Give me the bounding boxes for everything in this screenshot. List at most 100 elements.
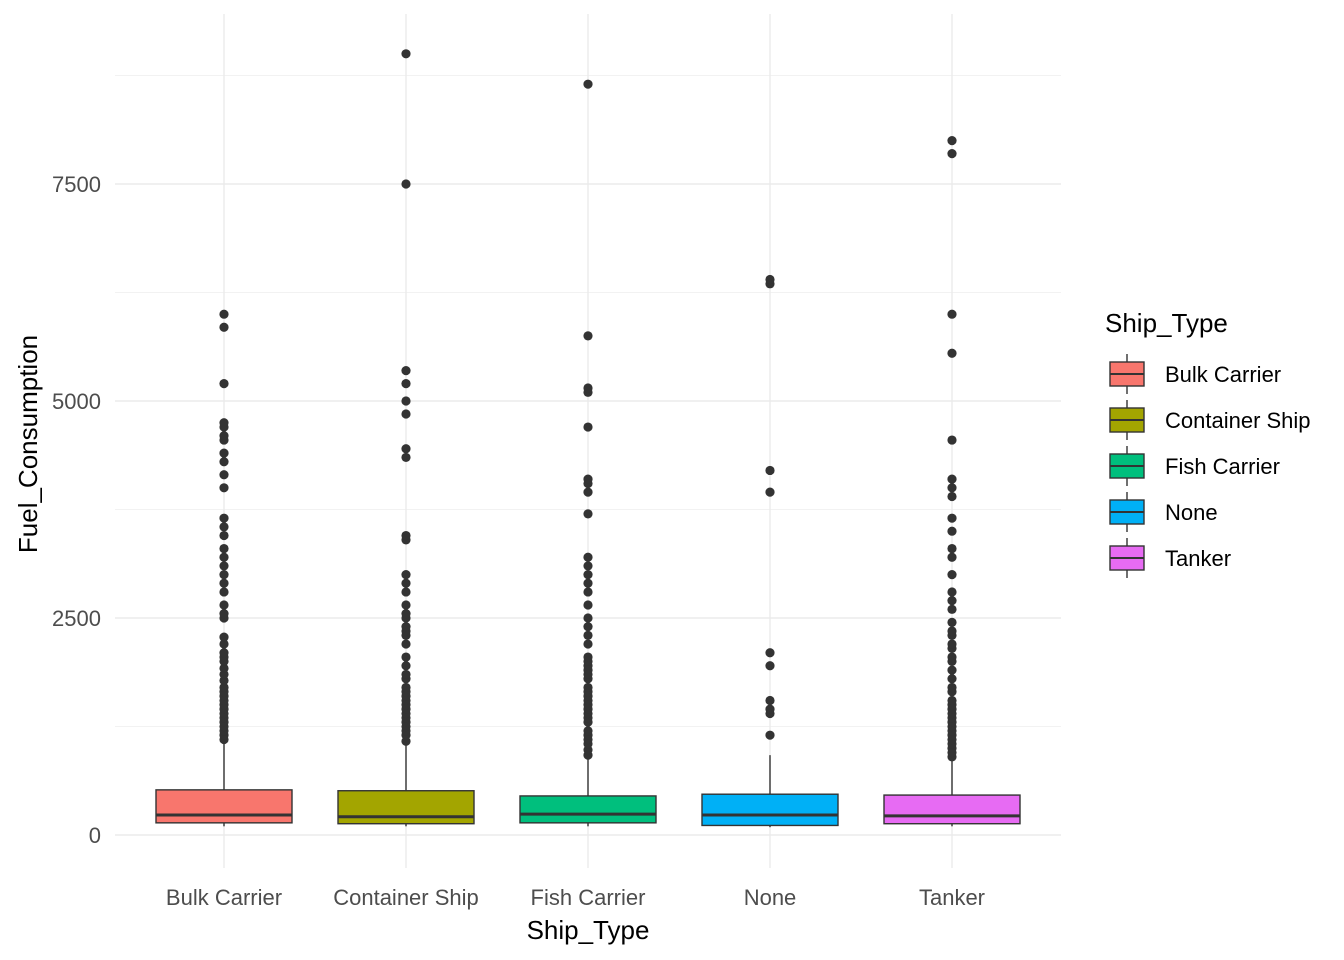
outlier-point — [947, 348, 957, 358]
outlier-point — [401, 639, 411, 649]
legend-label: Tanker — [1165, 546, 1231, 571]
legend-item: None — [1109, 492, 1218, 532]
box-fish-carrier — [519, 79, 657, 827]
outlier-point — [765, 465, 775, 476]
legend-label: None — [1165, 500, 1218, 525]
outlier-point — [219, 522, 229, 532]
outlier-point — [583, 587, 593, 597]
legend-item: Tanker — [1109, 538, 1231, 578]
outlier-point — [219, 513, 229, 523]
outlier-point — [947, 682, 957, 693]
y-tick-label: 0 — [89, 823, 101, 848]
legend-item: Container Ship — [1109, 400, 1311, 440]
y-tick-label: 2500 — [52, 606, 101, 631]
outlier-point — [583, 487, 593, 497]
legend-label: Bulk Carrier — [1165, 362, 1281, 387]
outlier-point — [219, 552, 229, 562]
outlier-point — [765, 730, 775, 740]
box-bulk-carrier — [155, 309, 293, 827]
outlier-point — [401, 622, 411, 632]
outlier-point — [219, 578, 229, 588]
outlier-point — [219, 457, 229, 467]
outlier-point — [219, 448, 229, 458]
box-iqr — [337, 790, 475, 825]
outlier-point — [947, 552, 957, 562]
outlier-point — [947, 596, 957, 606]
x-tick-label: Bulk Carrier — [166, 885, 282, 910]
outlier-point — [219, 470, 229, 480]
outlier-point — [947, 652, 957, 662]
outlier-point — [765, 704, 775, 714]
outlier-point — [583, 682, 593, 693]
outlier-point — [401, 396, 411, 406]
outlier-point — [947, 513, 957, 523]
outlier-point — [219, 609, 229, 619]
outlier-point — [583, 600, 593, 610]
outlier-point — [947, 491, 957, 502]
box-container-ship — [337, 49, 475, 827]
outlier-point — [219, 682, 229, 693]
outlier-point — [583, 639, 593, 649]
outlier-point — [401, 600, 411, 610]
outlier-point — [947, 639, 957, 649]
outlier-point — [401, 578, 411, 588]
outlier-point — [401, 669, 411, 680]
outlier-point — [765, 648, 775, 658]
outlier-point — [219, 570, 229, 580]
legend: Ship_Type Bulk Carrier Container Ship Fish… — [1105, 308, 1311, 578]
outlier-point — [947, 617, 957, 627]
box-tanker — [883, 136, 1021, 827]
outlier-point — [583, 570, 593, 580]
box-series — [155, 49, 1021, 828]
outlier-point — [765, 661, 775, 671]
outlier-point — [583, 474, 593, 484]
outlier-point — [401, 609, 411, 619]
outlier-point — [401, 366, 411, 376]
outlier-point — [947, 674, 957, 684]
outlier-point — [219, 663, 229, 673]
outlier-point — [401, 49, 411, 59]
outlier-point — [219, 379, 229, 389]
y-axis-title: Fuel_Consumption — [13, 335, 43, 553]
outlier-point — [583, 422, 593, 432]
outlier-point — [947, 474, 957, 484]
outlier-point — [583, 613, 593, 623]
outlier-point — [401, 379, 411, 389]
outlier-point — [219, 309, 229, 319]
outlier-point — [401, 682, 411, 693]
outlier-point — [583, 79, 593, 89]
outlier-point — [219, 648, 229, 658]
outlier-point — [219, 530, 229, 541]
outlier-point — [401, 652, 411, 662]
outlier-point — [947, 626, 957, 636]
outlier-point — [947, 587, 957, 597]
outlier-point — [401, 179, 411, 189]
outlier-point — [947, 604, 957, 614]
outlier-point — [219, 632, 229, 642]
outlier-point — [583, 622, 593, 632]
outlier-point — [583, 726, 593, 736]
x-tick-label: Container Ship — [333, 885, 479, 910]
outlier-point — [583, 652, 593, 662]
outlier-point — [765, 487, 775, 497]
outlier-point — [947, 665, 957, 675]
x-tick-label: Fish Carrier — [531, 885, 646, 910]
outlier-point — [583, 552, 593, 562]
outlier-point — [401, 409, 411, 419]
outlier-point — [401, 530, 411, 541]
box-none — [701, 274, 839, 828]
outlier-point — [583, 383, 593, 393]
outlier-point — [947, 149, 957, 159]
outlier-point — [947, 435, 957, 445]
box-iqr — [519, 795, 657, 824]
legend-item: Fish Carrier — [1109, 446, 1280, 486]
outlier-point — [583, 561, 593, 571]
outlier-point — [947, 695, 957, 706]
outlier-point — [765, 695, 775, 706]
outlier-point — [219, 561, 229, 571]
y-tick-label: 7500 — [52, 172, 101, 197]
y-tick-label: 5000 — [52, 389, 101, 414]
outlier-point — [583, 630, 593, 640]
box-iqr — [155, 789, 293, 824]
